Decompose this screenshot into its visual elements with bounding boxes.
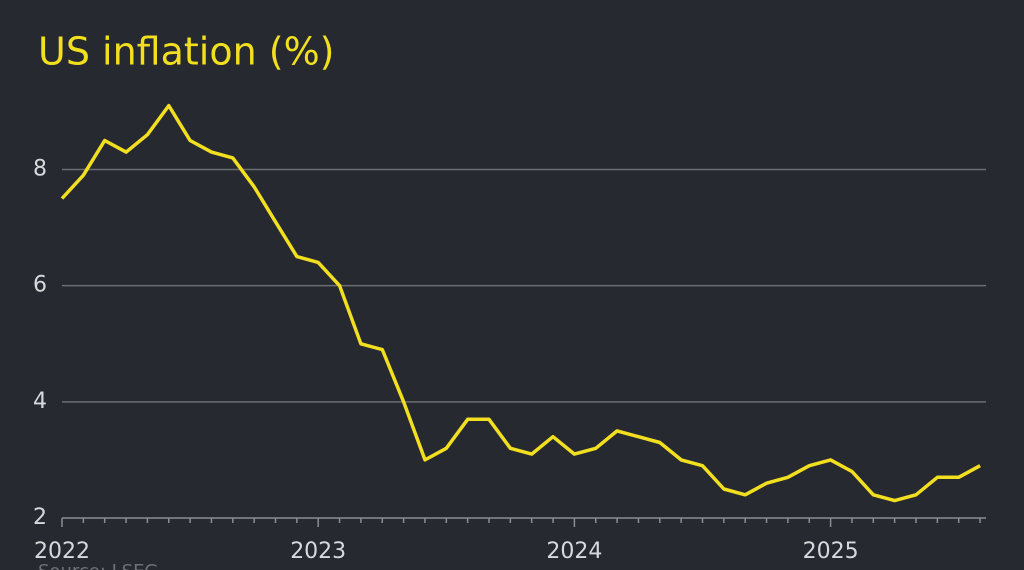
chart-title: US inflation (%) xyxy=(38,30,335,74)
x-tick-label: 2025 xyxy=(803,539,859,564)
y-tick-label: 8 xyxy=(33,157,47,182)
source-note: Source: LSEG xyxy=(38,561,158,570)
y-tick-label: 6 xyxy=(33,273,47,298)
x-tick-label: 2022 xyxy=(34,539,90,564)
line-series xyxy=(60,103,981,503)
x-tick-label: 2023 xyxy=(290,539,346,564)
y-tick-label: 2 xyxy=(33,505,47,530)
x-tick-label: 2024 xyxy=(546,539,602,564)
y-tick-label: 4 xyxy=(33,389,47,414)
